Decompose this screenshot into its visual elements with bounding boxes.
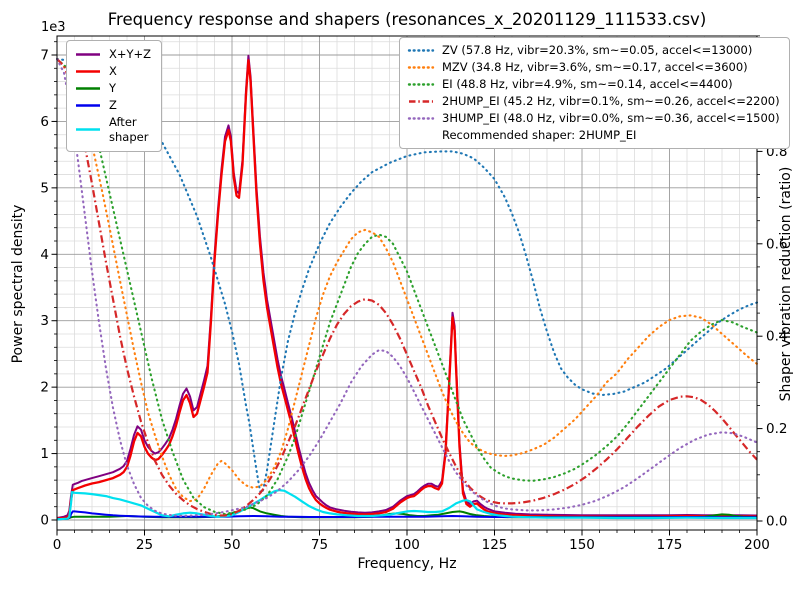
y-axis-right-label: Shaper vibration reduction (ratio) [778,166,794,402]
legend-swatch-Y [76,87,100,90]
series-EI [56,57,758,516]
y-left-tick-label: 6 [40,114,49,130]
y-right-tick-label: 0.2 [766,421,787,437]
legend-psd: X+Y+Z X Y Z After shaper [66,40,163,152]
legend-item-label: After shaper [109,114,149,144]
legend-item-After-shaper: After shaper [74,114,151,146]
y-right-tick-label: 0.6 [766,236,787,252]
legend-swatch-Z [76,104,100,107]
legend-item-Z: Z [74,97,151,114]
legend-item-X+Y+Z: X+Y+Z [74,46,151,63]
y-left-tick-label: 7 [40,47,49,63]
x-tick-label: 25 [136,537,153,553]
legend-item-ZV: ZV (57.8 Hz, vibr=20.3%, sm~=0.05, accel… [407,42,780,59]
y-left-tick-label: 4 [40,247,49,263]
y-left-tick-label: 1 [40,446,49,462]
series-Z [56,510,757,521]
series-X [56,59,758,520]
legend-item-label: 3HUMP_EI (48.0 Hz, vibr=0.0%, sm~=0.36, … [442,110,780,125]
x-tick-label: 200 [744,537,770,553]
legend-swatch-EI [407,83,435,86]
y-left-tick-label: 2 [40,380,49,396]
x-tick-label: 150 [569,537,595,553]
series-2HUMP_EI [56,58,758,517]
y-left-tick-label: 0 [40,513,49,529]
y-left-tick-label: 5 [40,180,49,196]
series-3HUMP_EI [56,57,758,517]
legend-swatch-After-shaper [76,128,100,131]
legend-swatch-X+Y+Z [76,53,100,56]
recommended-shaper-note: Recommended shaper: 2HUMP_EI [442,127,637,142]
legend-item-EI: EI (48.8 Hz, vibr=4.9%, sm~=0.14, accel<… [407,76,780,93]
series-ZV [56,57,758,496]
series-After-shaper [56,489,757,521]
x-tick-label: 75 [311,537,328,553]
legend-item-label: Z [109,97,117,112]
y-axis-offset-text: 1e3 [41,20,66,35]
x-tick-label: 0 [53,537,62,553]
legend-swatch-ZV [407,49,435,52]
legend-item-X: X [74,63,151,80]
legend-item-label: MZV (34.8 Hz, vibr=3.6%, sm~=0.17, accel… [442,59,748,74]
legend-item-label: X [109,63,117,78]
x-tick-label: 175 [657,537,683,553]
legend-item-label: X+Y+Z [109,47,152,61]
legend-swatch-X [76,70,100,73]
y-right-tick-label: 0.4 [766,329,787,345]
y-right-tick-label: 0.0 [766,514,787,530]
series-MZV [56,57,758,503]
legend-swatch-3HUMP_EI [407,117,435,120]
x-tick-label: 50 [223,537,240,553]
legend-item-label: ZV (57.8 Hz, vibr=20.3%, sm~=0.05, accel… [442,43,753,57]
legend-item-label: 2HUMP_EI (45.2 Hz, vibr=0.1%, sm~=0.26, … [442,93,780,108]
series-X+Y+Z [56,54,758,519]
legend-swatch-2HUMP_EI [409,100,433,103]
x-tick-label: 125 [482,537,508,553]
y-axis-left-label: Power spectral density [10,204,26,364]
legend-item-label: Y [109,80,117,95]
y-left-tick-label: 3 [40,313,49,329]
x-tick-label: 100 [394,537,420,553]
legend-item-Y: Y [74,80,151,97]
chart-title: Frequency response and shapers (resonanc… [107,10,707,29]
legend-item-label: EI (48.8 Hz, vibr=4.9%, sm~=0.14, accel<… [442,76,733,91]
x-axis-label: Frequency, Hz [357,556,457,572]
legend-shapers: ZV (57.8 Hz, vibr=20.3%, sm~=0.05, accel… [399,37,790,149]
legend-item-MZV: MZV (34.8 Hz, vibr=3.6%, sm~=0.17, accel… [407,59,780,76]
legend-swatch-MZV [407,66,435,69]
legend-item-3HUMP_EI: 3HUMP_EI (48.0 Hz, vibr=0.0%, sm~=0.36, … [407,110,780,127]
legend-item-2HUMP_EI: 2HUMP_EI (45.2 Hz, vibr=0.1%, sm~=0.26, … [407,93,780,110]
